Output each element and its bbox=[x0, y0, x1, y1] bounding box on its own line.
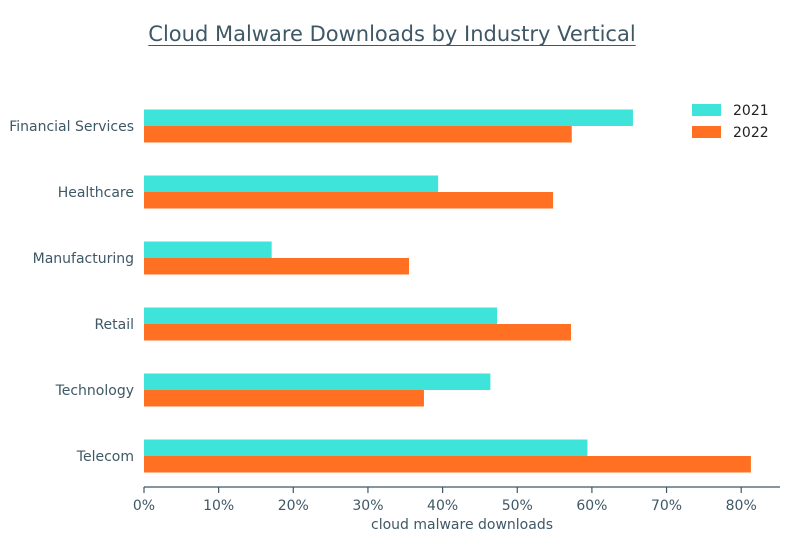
x-tick-label: 40% bbox=[427, 498, 458, 514]
legend-swatch-2022 bbox=[692, 126, 721, 138]
x-tick-label: 10% bbox=[203, 498, 234, 514]
legend-label: 2021 bbox=[733, 103, 769, 119]
x-tick-label: 80% bbox=[726, 498, 757, 514]
category-label: Manufacturing bbox=[33, 251, 134, 267]
bar-2022-2 bbox=[144, 258, 410, 275]
legend-swatch-2021 bbox=[692, 104, 721, 116]
category-label: Technology bbox=[55, 383, 134, 399]
bar-2021-2 bbox=[144, 241, 272, 258]
bar-2022-1 bbox=[144, 192, 554, 209]
bar-2022-5 bbox=[144, 456, 751, 473]
category-label: Healthcare bbox=[58, 185, 134, 201]
chart-title: Cloud Malware Downloads by Industry Vert… bbox=[148, 22, 636, 46]
bar-2021-5 bbox=[144, 439, 588, 456]
legend-label: 2022 bbox=[733, 125, 769, 141]
bar-2022-4 bbox=[144, 390, 424, 407]
category-label: Retail bbox=[94, 317, 134, 333]
x-tick-label: 60% bbox=[576, 498, 607, 514]
x-tick-label: 0% bbox=[133, 498, 155, 514]
bar-2021-1 bbox=[144, 175, 439, 192]
bar-2021-4 bbox=[144, 373, 491, 390]
category-label: Financial Services bbox=[9, 119, 134, 135]
bar-2021-3 bbox=[144, 307, 498, 324]
x-axis-label: cloud malware downloads bbox=[371, 517, 553, 533]
x-tick-label: 70% bbox=[651, 498, 682, 514]
x-tick-label: 20% bbox=[278, 498, 309, 514]
bar-2021-0 bbox=[144, 109, 633, 126]
bar-2022-0 bbox=[144, 126, 572, 143]
x-tick-label: 30% bbox=[352, 498, 383, 514]
bar-2022-3 bbox=[144, 324, 571, 341]
x-tick-label: 50% bbox=[502, 498, 533, 514]
category-label: Telecom bbox=[76, 449, 134, 465]
